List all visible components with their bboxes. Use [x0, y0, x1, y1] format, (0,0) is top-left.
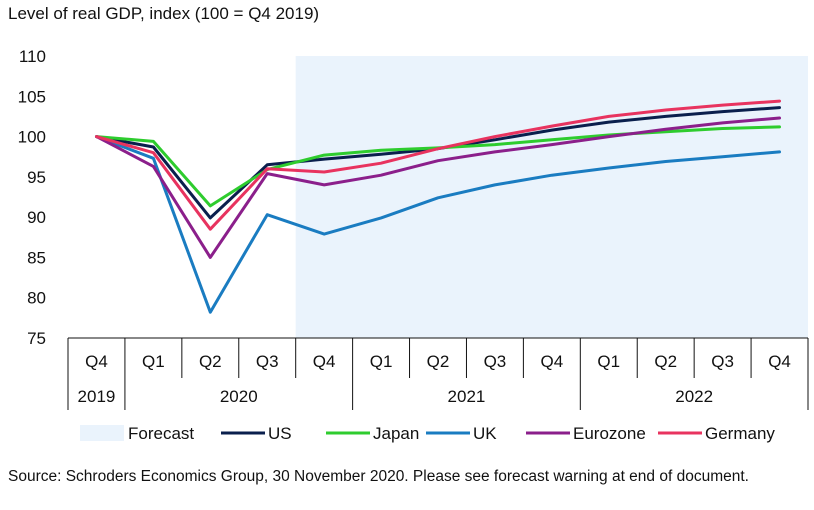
x-tick-label: Q4	[768, 352, 791, 371]
x-tick-label: Q4	[313, 352, 336, 371]
y-tick-label: 95	[27, 168, 46, 187]
x-tick-label: Q1	[370, 352, 393, 371]
year-label: 2021	[448, 387, 486, 406]
y-tick-label: 80	[27, 289, 46, 308]
year-label: 2022	[675, 387, 713, 406]
y-tick-label: 85	[27, 248, 46, 267]
x-tick-label: Q3	[711, 352, 734, 371]
year-label: 2020	[220, 387, 258, 406]
legend-label-uk: UK	[473, 424, 497, 443]
y-tick-label: 105	[18, 87, 46, 106]
legend-label-forecast: Forecast	[128, 424, 194, 443]
forecast-shading	[295, 56, 808, 338]
x-tick-label: Q4	[541, 352, 564, 371]
x-tick-label: Q3	[484, 352, 507, 371]
x-tick-label: Q3	[256, 352, 279, 371]
y-tick-label: 110	[19, 47, 46, 66]
legend-label-japan: Japan	[373, 424, 419, 443]
x-tick-label: Q2	[427, 352, 450, 371]
chart-title: Level of real GDP, index (100 = Q4 2019)	[8, 4, 320, 23]
x-tick-label: Q1	[597, 352, 620, 371]
legend-swatch-forecast	[80, 425, 124, 441]
x-tick-label: Q2	[199, 352, 222, 371]
x-tick-label: Q1	[142, 352, 165, 371]
x-tick-label: Q2	[654, 352, 677, 371]
year-label: 2019	[78, 387, 116, 406]
legend-label-eurozone: Eurozone	[573, 424, 646, 443]
source-note: Source: Schroders Economics Group, 30 No…	[8, 468, 749, 485]
legend-label-us: US	[268, 424, 292, 443]
gdp-line-chart: 75 80 85 90 95 100 105 110 Q4 Q1 Q2 Q3 Q4 Q1 Q2 Q3 Q4 Q1…	[18, 47, 809, 443]
series-line-uk	[95, 135, 781, 314]
y-tick-label: 75	[27, 329, 46, 348]
x-tick-label: Q4	[85, 352, 108, 371]
series-line-eurozone	[95, 116, 781, 259]
legend-label-germany: Germany	[705, 424, 775, 443]
y-tick-label: 100	[18, 128, 46, 147]
series-line-germany	[95, 99, 781, 231]
y-tick-label: 90	[27, 208, 46, 227]
